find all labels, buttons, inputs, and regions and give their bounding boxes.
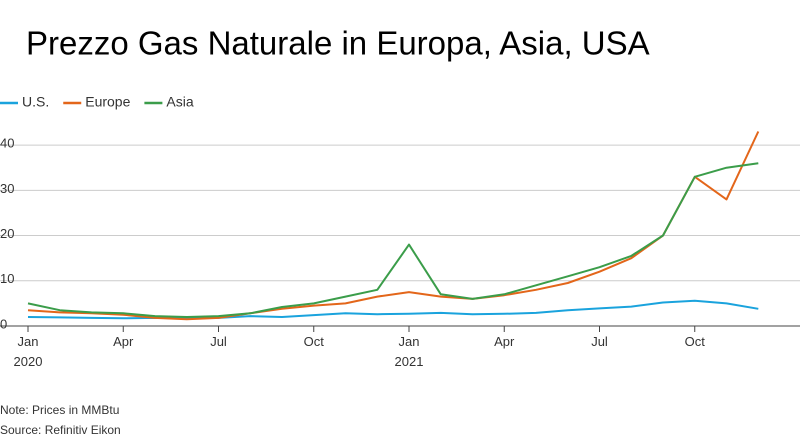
y-tick-label: 30 (0, 181, 14, 196)
y-tick-label: 20 (0, 226, 14, 241)
legend-label: U.S. (22, 94, 49, 110)
y-tick-label: 40 (0, 136, 14, 151)
series-line (27, 162, 759, 318)
x-tick-label: Jan 2020 (14, 334, 43, 369)
series-line (27, 131, 760, 321)
y-tick-label: 10 (0, 271, 14, 286)
chart-title: Prezzo Gas Naturale in Europa, Asia, USA (26, 25, 650, 62)
legend-label: Europe (85, 94, 130, 110)
note: Note: Prices in MMBtu (0, 403, 119, 417)
x-tick-label: Apr (494, 334, 515, 349)
x-tick-label: Oct (685, 334, 706, 349)
x-tick-label: Jul (210, 334, 227, 349)
x-tick-label: Apr (113, 334, 134, 349)
x-tick-label: Jul (591, 334, 608, 349)
y-tick-label: 0 (0, 316, 7, 331)
legend-label: Asia (166, 94, 193, 110)
x-tick-label: Oct (304, 334, 325, 349)
source: Source: Refinitiv Eikon (0, 423, 121, 437)
x-tick-label: Jan 2021 (395, 334, 424, 369)
